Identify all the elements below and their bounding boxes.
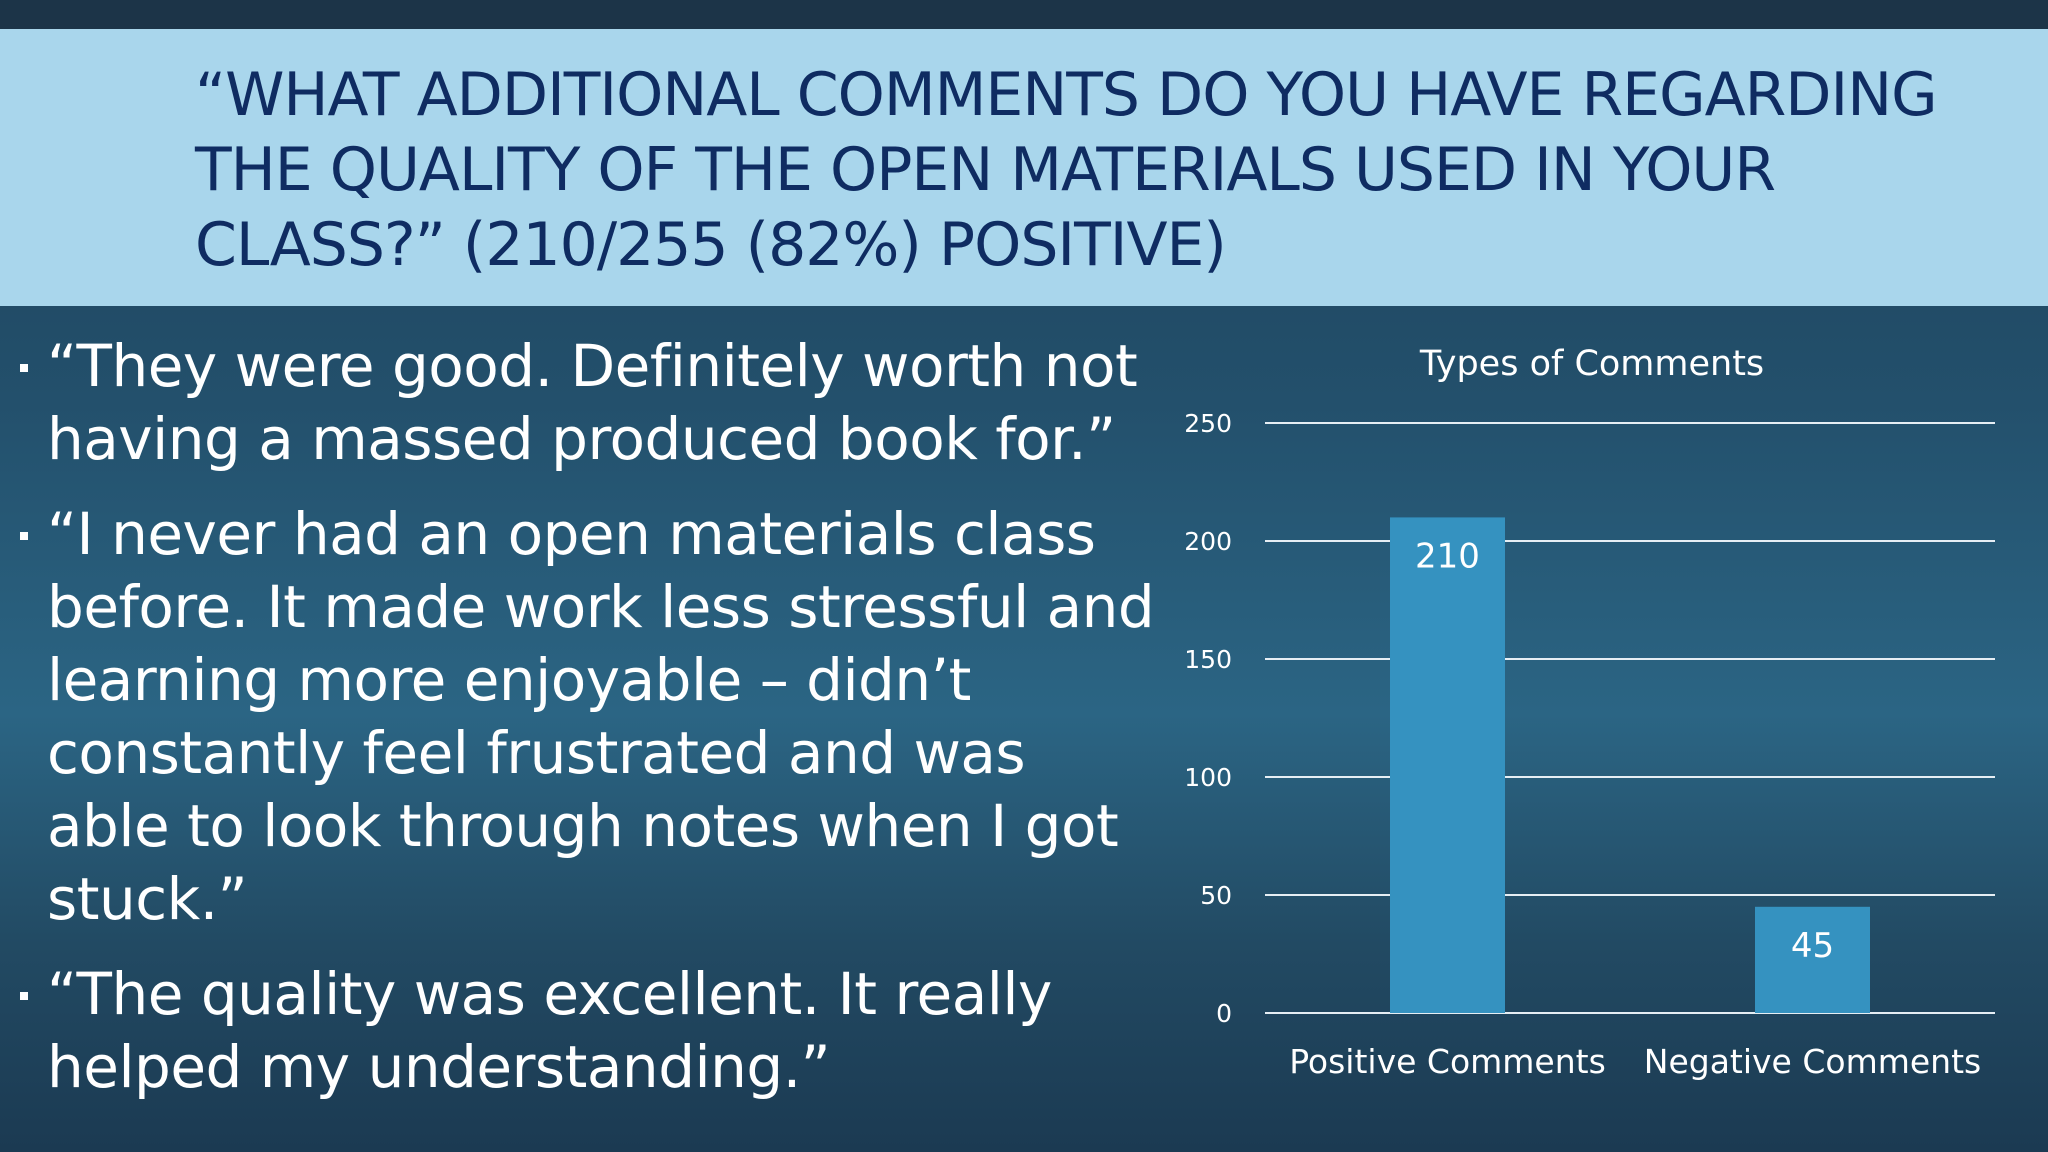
chart-title: Types of Comments	[1419, 344, 1764, 384]
quote-item: “The quality was excellent. It really he…	[18, 958, 1158, 1104]
quote-text: “I never had an open materials class bef…	[47, 500, 1155, 933]
x-category-label: Positive Comments	[1289, 1042, 1606, 1081]
y-tick-label: 200	[1184, 527, 1232, 556]
x-category-label: Negative Comments	[1644, 1042, 1981, 1081]
slide-title: “WHAT ADDITIONAL COMMENTS DO YOU HAVE RE…	[195, 60, 1938, 280]
bullet-marker-icon	[20, 992, 28, 1000]
y-tick-label: 0	[1216, 999, 1232, 1028]
bullet-marker-icon	[20, 364, 28, 372]
y-tick-label: 100	[1184, 763, 1232, 792]
quote-item: “I never had an open materials class bef…	[18, 498, 1158, 936]
quote-text: “They were good. Definitely worth not ha…	[47, 332, 1138, 473]
quote-text: “The quality was excellent. It really he…	[47, 960, 1052, 1101]
comment-types-chart: Types of Comments 0 50 100 150 200 250 210 Pos…	[1184, 344, 1995, 1081]
y-tick-label: 50	[1200, 881, 1232, 910]
y-tick-label: 150	[1184, 645, 1232, 674]
title-band	[0, 29, 2048, 306]
top-strip	[0, 0, 2048, 29]
bar-value-label: 210	[1415, 536, 1480, 576]
quote-list: “They were good. Definitely worth not ha…	[18, 330, 1158, 1126]
bar	[1390, 517, 1505, 1013]
bar	[1755, 906, 1870, 1013]
bar-value-label: 45	[1791, 926, 1834, 966]
y-tick-label: 250	[1184, 409, 1232, 438]
quote-item: “They were good. Definitely worth not ha…	[18, 330, 1158, 476]
bullet-marker-icon	[20, 532, 28, 540]
